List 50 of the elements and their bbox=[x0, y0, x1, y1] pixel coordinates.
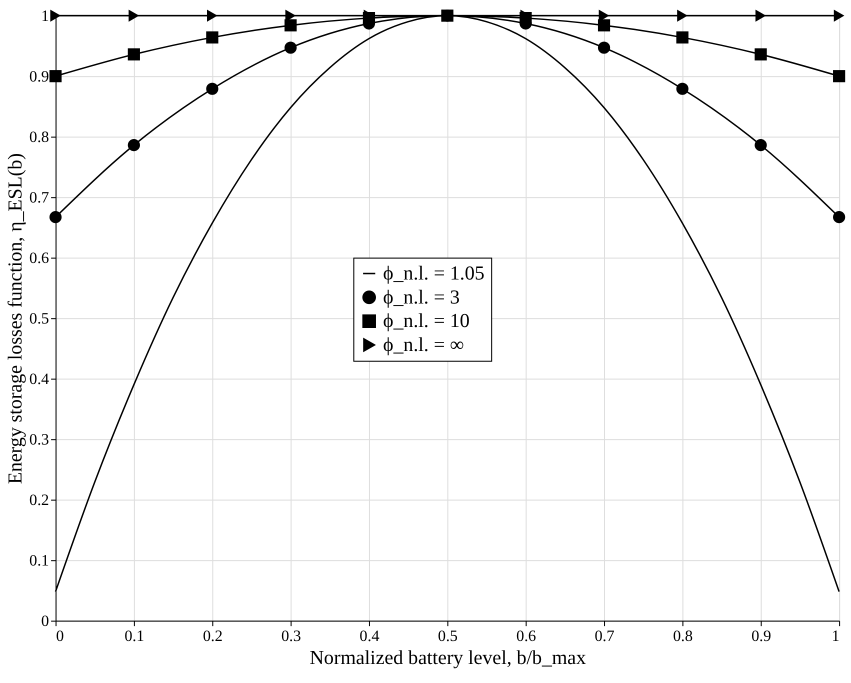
point bbox=[834, 10, 844, 22]
legend-label: ϕ_n.l. = 3 bbox=[383, 286, 460, 308]
x-tick-label: 0.2 bbox=[202, 628, 223, 646]
y-tick-label: 0.3 bbox=[29, 432, 50, 449]
point bbox=[206, 31, 218, 44]
point bbox=[206, 82, 218, 95]
y-tick-label: 0.7 bbox=[29, 190, 50, 207]
point bbox=[754, 48, 767, 60]
point bbox=[128, 48, 140, 60]
x-tick-label: 0 bbox=[56, 628, 64, 646]
x-tick-label: 1 bbox=[832, 628, 840, 646]
point bbox=[598, 42, 610, 54]
point bbox=[833, 211, 846, 224]
x-tick-label: 0.9 bbox=[751, 628, 772, 646]
point bbox=[284, 42, 297, 54]
point bbox=[833, 70, 846, 82]
point bbox=[676, 82, 688, 95]
point bbox=[206, 10, 218, 22]
y-tick-label: 0.9 bbox=[29, 68, 50, 86]
y-tick-label: 0.8 bbox=[29, 129, 50, 146]
x-tick-label: 0.6 bbox=[516, 628, 536, 646]
point bbox=[50, 10, 61, 22]
point bbox=[49, 211, 62, 224]
x-tick-label: 0.1 bbox=[124, 628, 144, 646]
x-tick-label: 0.3 bbox=[281, 628, 302, 646]
x-tick-label: 0.8 bbox=[672, 628, 693, 646]
y-tick-label: 1 bbox=[41, 8, 50, 26]
legend-label: ϕ_n.l. = 10 bbox=[383, 310, 470, 332]
point bbox=[49, 70, 62, 82]
point bbox=[755, 10, 766, 22]
y-tick-label: 0.2 bbox=[29, 492, 50, 510]
y-tick-label: 0.1 bbox=[29, 552, 50, 570]
x-tick-label: 0.4 bbox=[360, 628, 380, 646]
point bbox=[128, 139, 140, 152]
y-tick-label: 0 bbox=[41, 613, 50, 630]
point bbox=[754, 139, 767, 152]
point bbox=[598, 19, 610, 32]
y-axis-title: Energy storage losses function, η_ESL(b) bbox=[4, 153, 26, 484]
point bbox=[128, 10, 140, 22]
y-tick-label: 0.5 bbox=[29, 310, 50, 328]
y-tick-label: 0.4 bbox=[29, 371, 50, 388]
legend-label: ϕ_n.l. = 1.05 bbox=[383, 262, 485, 284]
x-tick-label: 0.7 bbox=[594, 628, 615, 646]
point bbox=[284, 19, 297, 32]
x-axis-title: Normalized battery level, b/b_max bbox=[310, 646, 586, 669]
point bbox=[677, 10, 688, 22]
y-tick-label: 0.6 bbox=[29, 250, 50, 268]
x-tick-label: 0.5 bbox=[438, 628, 458, 646]
legend-label: ϕ_n.l. = ∞ bbox=[383, 334, 464, 356]
point bbox=[676, 31, 688, 44]
